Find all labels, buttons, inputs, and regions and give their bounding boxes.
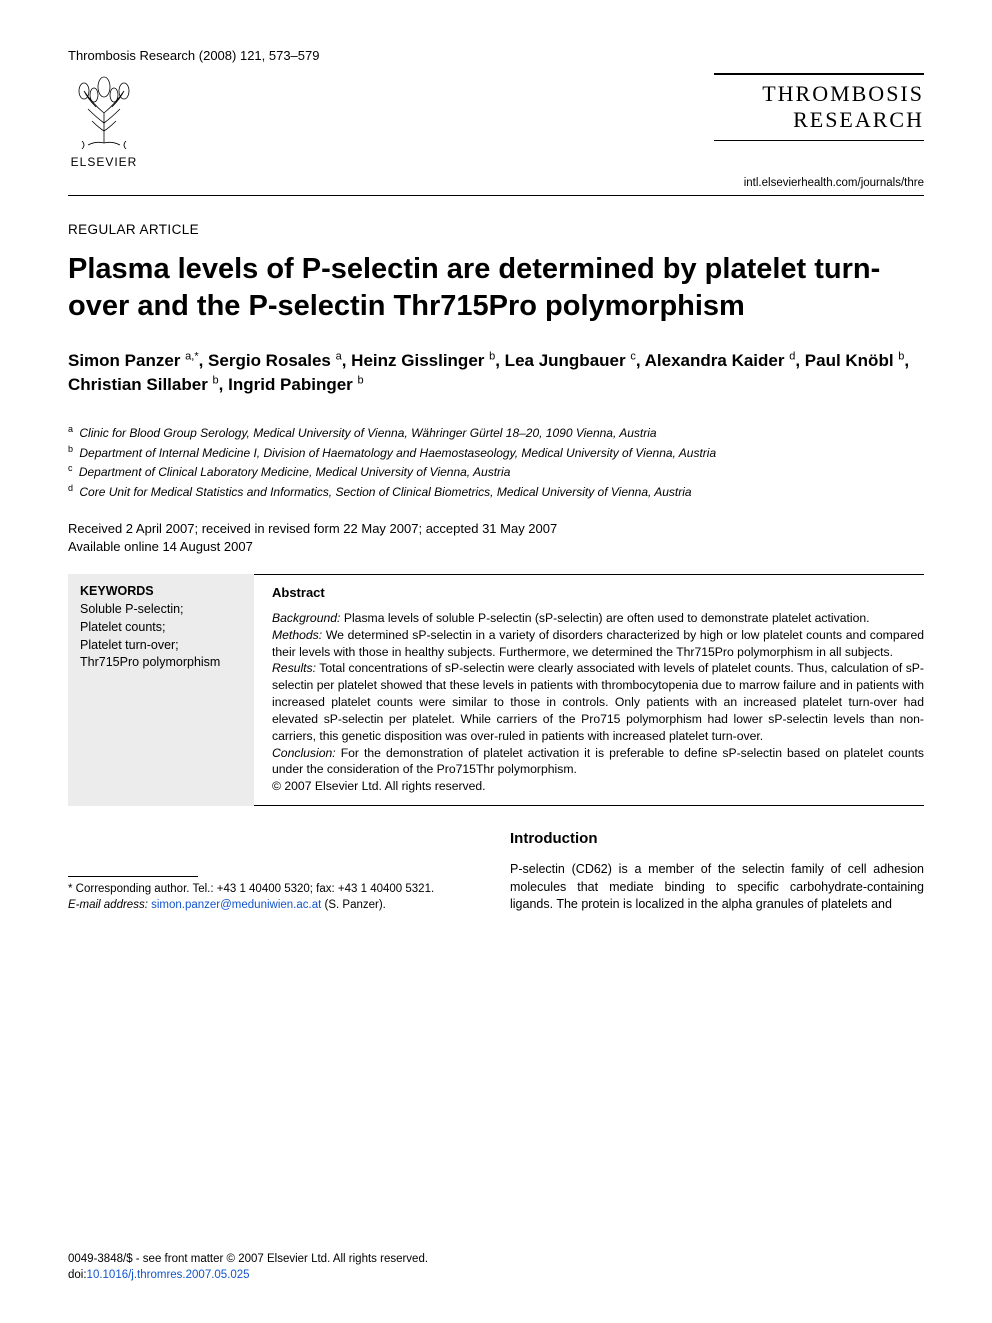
- abstract-background: Plasma levels of soluble P-selectin (sP-…: [344, 611, 870, 625]
- corresponding-author: * Corresponding author. Tel.: +43 1 4040…: [68, 882, 482, 898]
- masthead: ELSEVIER THROMBOSIS RESEARCH intl.elsevi…: [68, 73, 924, 189]
- journal-title-line2: RESEARCH: [793, 107, 924, 132]
- affiliations: a Clinic for Blood Group Serology, Medic…: [68, 423, 924, 501]
- affiliation-d: Core Unit for Medical Statistics and Inf…: [79, 485, 691, 499]
- email-label: E-mail address:: [68, 899, 148, 911]
- keywords-list: Soluble P-selectin;Platelet counts;Plate…: [80, 601, 242, 672]
- footnote-rule: [68, 876, 198, 877]
- corresponding-footnote: * Corresponding author. Tel.: +43 1 4040…: [68, 882, 482, 914]
- journal-reference: Thrombosis Research (2008) 121, 573–579: [68, 48, 319, 63]
- keywords-box: KEYWORDS Soluble P-selectin;Platelet cou…: [68, 574, 254, 806]
- affiliation-c: Department of Clinical Laboratory Medici…: [79, 465, 511, 479]
- dates-received: Received 2 April 2007; received in revis…: [68, 520, 924, 538]
- abstract-methods: We determined sP-selectin in a variety o…: [272, 628, 924, 659]
- author-list: Simon Panzer a,*, Sergio Rosales a, Hein…: [68, 349, 924, 397]
- body-columns: * Corresponding author. Tel.: +43 1 4040…: [68, 828, 924, 914]
- article-dates: Received 2 April 2007; received in revis…: [68, 520, 924, 556]
- introduction-text: P-selectin (CD62) is a member of the sel…: [510, 861, 924, 914]
- issn-line: 0049-3848/$ - see front matter © 2007 El…: [68, 1251, 924, 1267]
- elsevier-tree-icon: [68, 73, 140, 151]
- abstract-results: Total concentrations of sP-selectin were…: [272, 661, 924, 742]
- footer-block: 0049-3848/$ - see front matter © 2007 El…: [68, 1251, 924, 1283]
- email-link[interactable]: simon.panzer@meduniwien.ac.at: [151, 899, 321, 911]
- left-column: * Corresponding author. Tel.: +43 1 4040…: [68, 828, 482, 914]
- abstract-copyright: © 2007 Elsevier Ltd. All rights reserved…: [272, 779, 486, 793]
- article-type: REGULAR ARTICLE: [68, 222, 924, 237]
- affiliation-a: Clinic for Blood Group Serology, Medical…: [79, 426, 656, 440]
- abstract-conclusion-label: Conclusion:: [272, 746, 336, 760]
- right-column: Introduction P-selectin (CD62) is a memb…: [510, 828, 924, 914]
- journal-title-block: THROMBOSIS RESEARCH intl.elsevierhealth.…: [714, 73, 924, 189]
- abstract-column: Abstract Background: Plasma levels of so…: [254, 574, 924, 806]
- doi-label: doi:: [68, 1269, 87, 1281]
- journal-url: intl.elsevierhealth.com/journals/thre: [714, 177, 924, 189]
- keywords-heading: KEYWORDS: [80, 584, 242, 598]
- journal-title-line1: THROMBOSIS: [762, 81, 924, 106]
- dates-online: Available online 14 August 2007: [68, 538, 924, 556]
- introduction-heading: Introduction: [510, 828, 924, 849]
- abstract-methods-label: Methods:: [272, 628, 322, 642]
- abstract-conclusion: For the demonstration of platelet activa…: [272, 746, 924, 777]
- abstract-text: Background: Plasma levels of soluble P-s…: [272, 610, 924, 795]
- abstract-background-label: Background:: [272, 611, 340, 625]
- abstract-heading: Abstract: [272, 585, 924, 600]
- header-divider: [68, 195, 924, 196]
- publisher-block: ELSEVIER: [68, 73, 140, 169]
- affiliation-b: Department of Internal Medicine I, Divis…: [79, 446, 716, 460]
- abstract-block: KEYWORDS Soluble P-selectin;Platelet cou…: [68, 574, 924, 806]
- doi-link[interactable]: 10.1016/j.thromres.2007.05.025: [87, 1269, 250, 1281]
- email-suffix: (S. Panzer).: [325, 899, 386, 911]
- abstract-results-label: Results:: [272, 661, 316, 675]
- article-title: Plasma levels of P-selectin are determin…: [68, 251, 924, 325]
- publisher-name: ELSEVIER: [71, 155, 138, 169]
